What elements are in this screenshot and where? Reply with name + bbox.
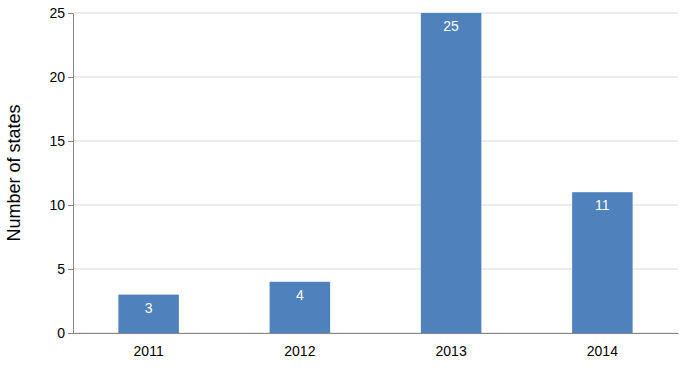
y-tick-label: 15 (49, 133, 65, 149)
y-tick: 5 (57, 261, 73, 277)
y-tick: 20 (49, 69, 73, 85)
bar (572, 192, 633, 333)
data-label: 25 (443, 18, 459, 34)
y-tick-label: 20 (49, 69, 65, 85)
x-axis: 2011 2012 2013 2014 (74, 334, 679, 359)
y-tick-label: 10 (49, 197, 65, 213)
x-tick-label: 2013 (436, 343, 467, 359)
y-tick-mark (68, 77, 73, 78)
y-tick: 0 (57, 325, 73, 341)
y-axis-line (73, 14, 74, 334)
x-tick: 2011 (134, 343, 164, 359)
x-tick-label: 2012 (284, 343, 315, 359)
x-tick: 2013 (436, 343, 467, 359)
y-tick-mark (68, 13, 73, 14)
grid (73, 13, 678, 333)
x-tick-label: 2014 (587, 343, 618, 359)
x-tick: 2012 (284, 343, 315, 359)
plot: 0 5 10 15 20 25 2011 2012 2013 2014 3 4 25 11 (49, 5, 678, 359)
y-tick-label: 5 (57, 261, 65, 277)
data-labels: 3 4 25 11 (145, 18, 610, 316)
bars (118, 13, 632, 333)
y-tick: 25 (49, 5, 73, 21)
grid-line (73, 141, 678, 142)
y-tick-mark (68, 333, 73, 334)
y-tick: 10 (49, 197, 73, 213)
y-axis-title: Number of states (4, 104, 24, 241)
y-tick-mark (68, 205, 73, 206)
y-axis: 0 5 10 15 20 25 (49, 5, 73, 341)
y-tick-label: 25 (49, 5, 65, 21)
grid-line (73, 77, 678, 78)
bar (118, 295, 179, 333)
chart: 0 5 10 15 20 25 2011 2012 2013 2014 3 4 25 11 Number o… (0, 0, 700, 382)
x-tick: 2014 (587, 343, 618, 359)
y-tick-label: 0 (57, 325, 65, 341)
y-tick-mark (68, 141, 73, 142)
bar (421, 13, 482, 333)
y-tick: 15 (49, 133, 73, 149)
data-label: 11 (595, 197, 610, 213)
data-label: 4 (296, 287, 304, 303)
data-label: 3 (145, 300, 153, 316)
bar (270, 282, 331, 333)
x-tick-label: 2011 (134, 343, 164, 359)
y-tick-mark (68, 269, 73, 270)
x-axis-line (74, 333, 679, 334)
grid-line (73, 13, 678, 14)
